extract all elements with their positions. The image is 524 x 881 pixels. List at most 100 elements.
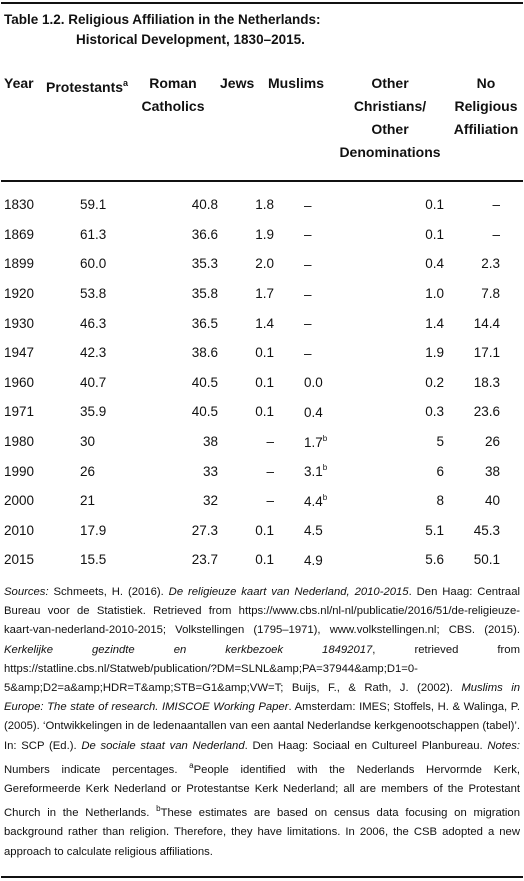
cell-roman-catholics: 33 [202,463,218,479]
cell-jews: 1.8 [255,197,274,213]
table-notes: Sources: Schmeets, H. (2016). De religie… [4,586,521,858]
cell-protestants: 35.9 [80,404,107,420]
cell-muslims: 4.5 [304,523,323,539]
table-row: 1990 26 33 – 3.1b 6 38 [0,456,524,486]
footnote-marker-b: b [322,492,328,502]
cell-protestants: 40.7 [80,374,107,390]
data-table: 1830 59.1 40.8 1.8 – 0.1 – 1869 61.3 36.6 1.9 – 0.1 –… [0,190,524,575]
cell-roman-catholics: 23.7 [191,552,218,568]
header-protestants: Protestantsa [46,78,129,95]
cell-muslims: 4.9 [304,552,323,568]
caption-line-1: Table 1.2. Religious Affiliation in the … [4,12,321,27]
cell-no-religious-affiliation: – [492,226,500,242]
table-row: 2015 15.5 23.7 0.1 4.9 5.6 50.1 [0,545,524,575]
cell-other-christians: 1.9 [425,345,444,361]
cell-protestants: 59.1 [80,197,107,213]
cell-other-christians: 0.2 [425,374,444,390]
table-row: 2010 17.9 27.3 0.1 4.5 5.1 45.3 [0,516,524,546]
cell-jews: 1.7 [255,286,274,302]
cell-other-christians: 0.1 [425,197,444,213]
cell-roman-catholics: 38 [202,434,218,450]
table-row: 1830 59.1 40.8 1.8 – 0.1 – [0,190,524,220]
cell-year: 1971 [4,404,35,420]
header-no-religious-affiliation: No Religious Affiliation [453,75,519,137]
cell-muslims: – [304,256,312,272]
cell-no-religious-affiliation: 7.8 [481,286,500,302]
header-year: Year [4,75,34,91]
cell-no-religious-affiliation: 38 [484,463,500,479]
cell-no-religious-affiliation: 17.1 [473,345,500,361]
table-row: 1930 46.3 36.5 1.4 – 1.4 14.4 [0,308,524,338]
footnote-marker-b: b [322,463,328,473]
cell-jews: 0.1 [255,345,274,361]
cell-year: 1980 [4,434,35,450]
cell-jews: 1.4 [255,315,274,331]
cell-year: 1947 [4,345,35,361]
cell-jews: – [266,463,274,479]
cell-muslims: 4.4b [304,492,328,509]
cell-roman-catholics: 27.3 [191,522,218,538]
cell-year: 1830 [4,197,35,213]
cell-other-christians: 5.1 [425,522,444,538]
cell-protestants: 61.3 [80,226,107,242]
cell-roman-catholics: 40.8 [191,197,218,213]
caption-line-2: Historical Development, 1830–2015. [76,32,305,47]
sources-label: Sources: [4,586,49,598]
cell-no-religious-affiliation: 50.1 [473,552,500,568]
table-row: 1899 60.0 35.3 2.0 – 0.4 2.3 [0,249,524,279]
footnote-marker-b: b [322,433,328,443]
cell-roman-catholics: 40.5 [191,404,218,420]
cell-jews: – [266,434,274,450]
cell-other-christians: 6 [436,463,444,479]
cell-no-religious-affiliation: 40 [484,493,500,509]
cell-protestants: 60.0 [80,256,107,272]
cell-no-religious-affiliation: 23.6 [473,404,500,420]
cell-muslims: 0.4 [304,404,323,420]
table-row: 1869 61.3 36.6 1.9 – 0.1 – [0,220,524,250]
cell-muslims: 3.1b [304,463,328,480]
cell-muslims: 0.0 [304,375,323,391]
cell-protestants: 26 [80,463,96,479]
cell-muslims: – [304,345,312,361]
cell-roman-catholics: 32 [202,493,218,509]
table-row: 2000 21 32 – 4.4b 8 40 [0,486,524,516]
cell-year: 2015 [4,552,35,568]
cell-no-religious-affiliation: 14.4 [473,315,500,331]
notes-label: Notes: [487,739,521,752]
cell-no-religious-affiliation: – [492,197,500,213]
cell-roman-catholics: 38.6 [191,345,218,361]
cell-protestants: 30 [80,434,96,450]
cell-year: 1960 [4,374,35,390]
cell-roman-catholics: 35.8 [191,286,218,302]
cell-muslims: – [304,316,312,332]
cell-roman-catholics: 36.6 [191,226,218,242]
cell-other-christians: 0.4 [425,256,444,272]
cell-protestants: 17.9 [80,522,107,538]
cell-year: 1990 [4,463,35,479]
table-row: 1980 30 38 – 1.7b 5 26 [0,427,524,457]
bottom-rule [1,876,523,878]
table-row: 1971 35.9 40.5 0.1 0.4 0.3 23.6 [0,397,524,427]
cell-jews: 2.0 [255,256,274,272]
cell-protestants: 46.3 [80,315,107,331]
cell-muslims: – [304,197,312,213]
cell-other-christians: 5 [436,434,444,450]
cell-muslims: 1.7b [304,433,328,450]
header-jews: Jews [220,75,255,91]
cell-other-christians: 0.3 [425,404,444,420]
cell-protestants: 53.8 [80,286,107,302]
cell-no-religious-affiliation: 45.3 [473,522,500,538]
cell-protestants: 42.3 [80,345,107,361]
cell-jews: 0.1 [255,374,274,390]
cell-year: 2010 [4,522,35,538]
cell-roman-catholics: 35.3 [191,256,218,272]
header-roman-catholics: Roman Catholics [141,75,205,114]
header-other-christians: Other Christians/Other Denominations [339,75,441,160]
header-rule [1,180,523,182]
table-row: 1920 53.8 35.8 1.7 – 1.0 7.8 [0,279,524,309]
cell-roman-catholics: 36.5 [191,315,218,331]
cell-jews: 0.1 [255,522,274,538]
cell-year: 1930 [4,315,35,331]
cell-other-christians: 1.4 [425,315,444,331]
table-caption: Table 1.2. Religious Affiliation in the … [4,10,321,50]
